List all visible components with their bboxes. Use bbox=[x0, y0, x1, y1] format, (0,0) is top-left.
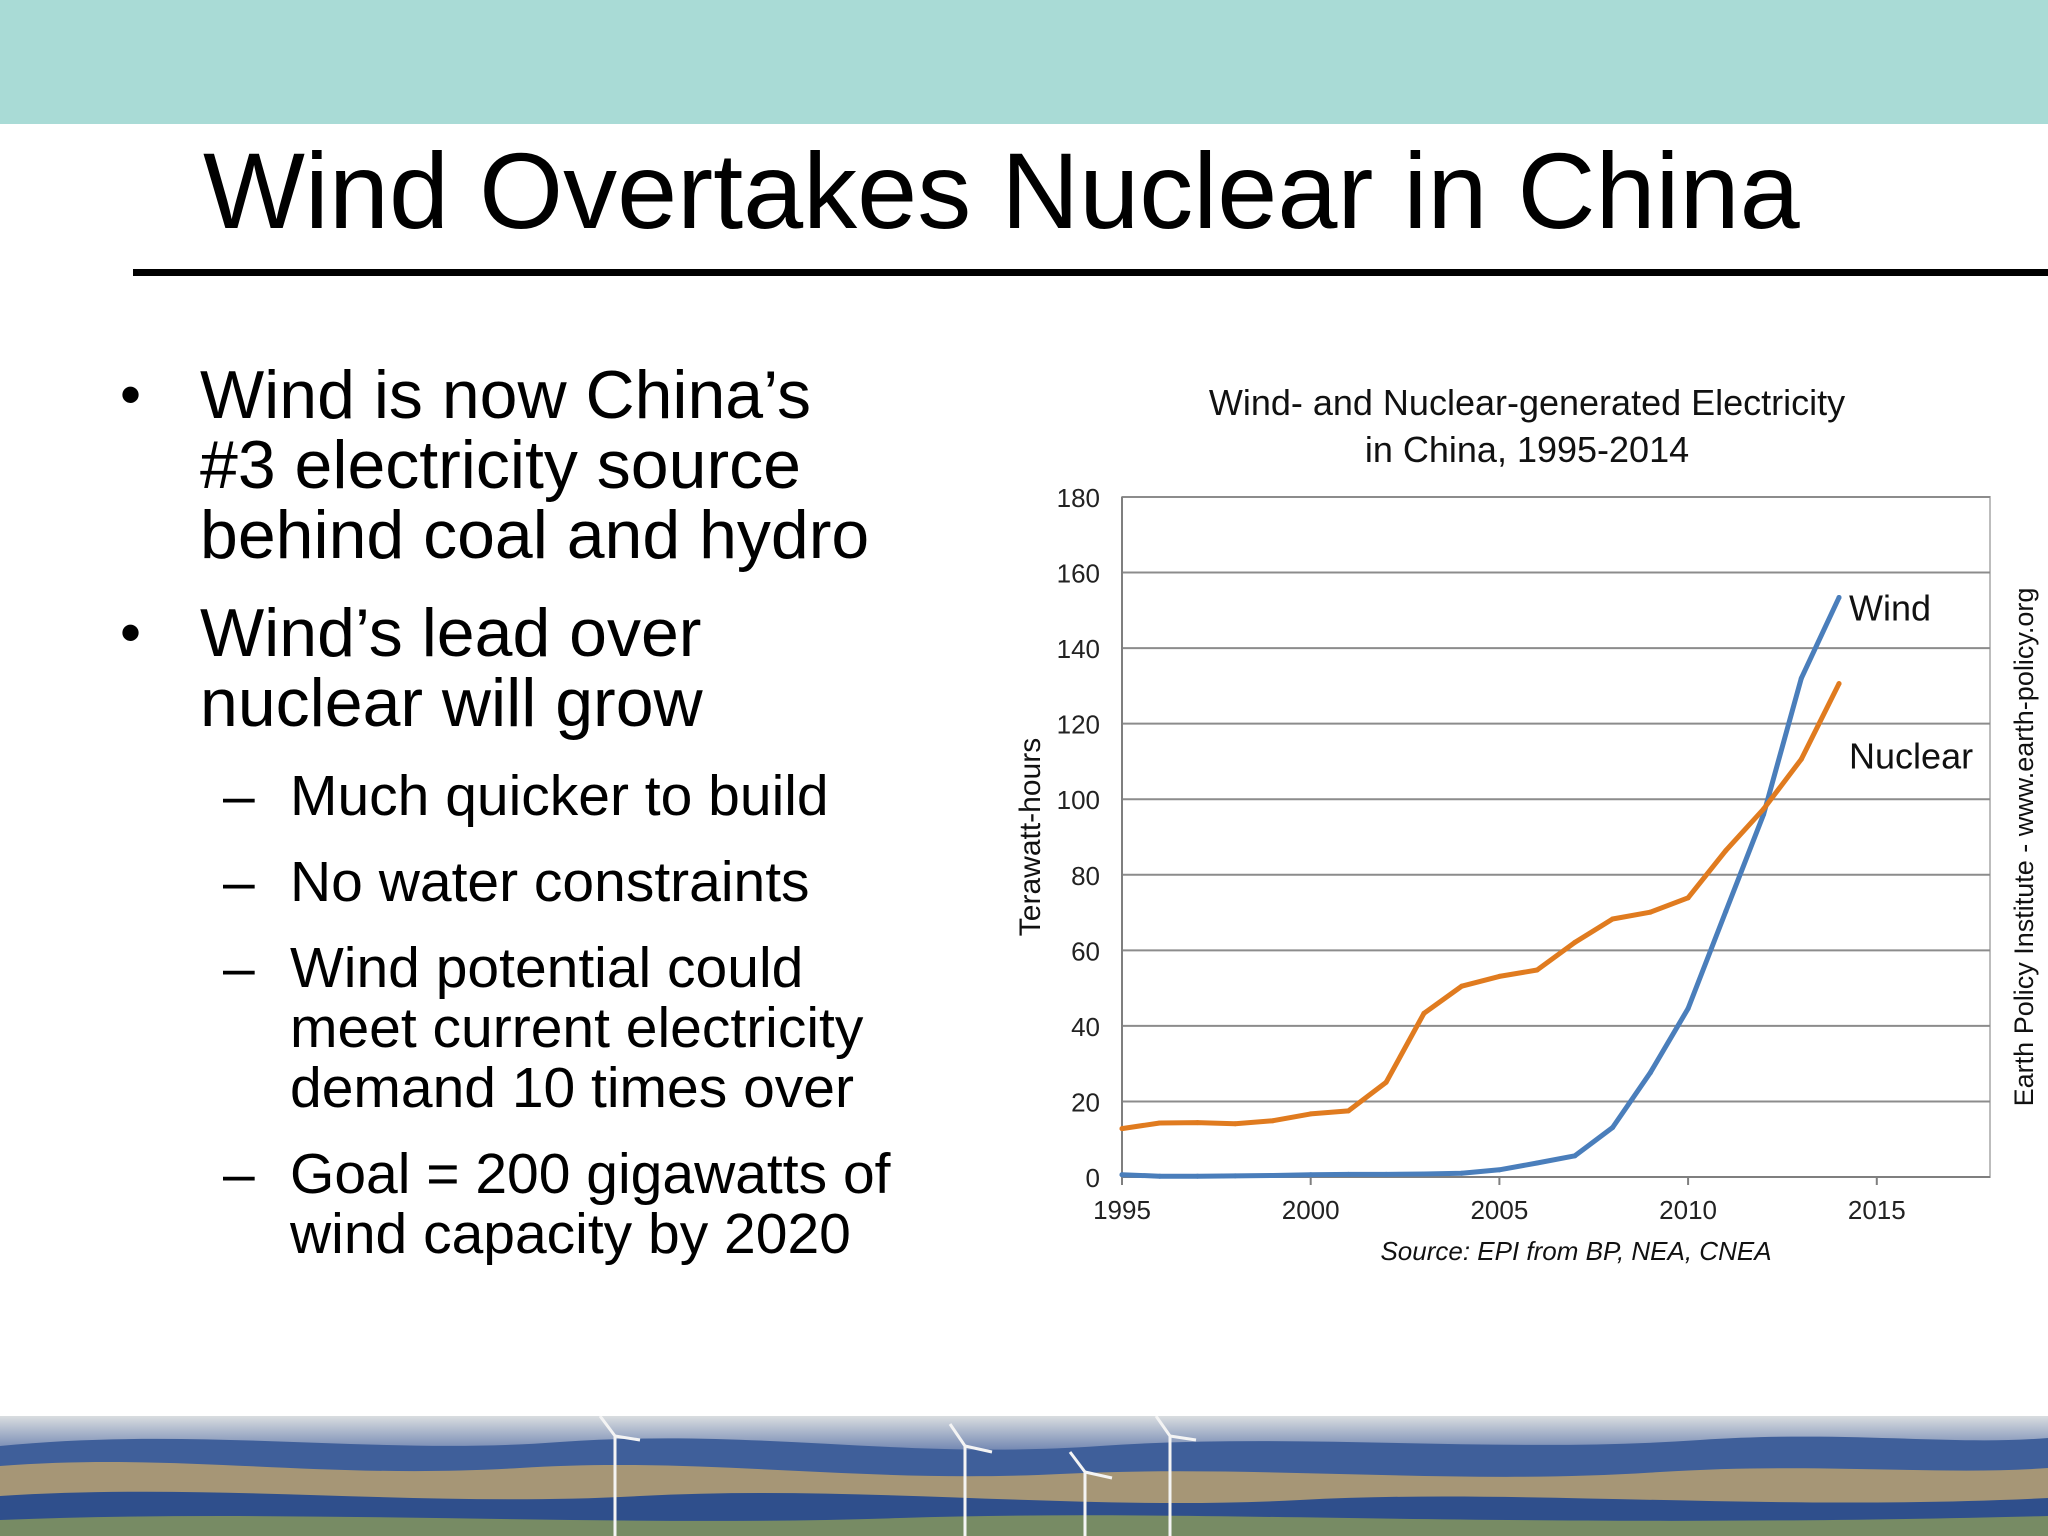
series-line-wind bbox=[1119, 595, 1842, 1179]
bullet-line: behind coal and hydro bbox=[200, 497, 870, 573]
data-point-wind bbox=[1345, 1171, 1351, 1177]
y-tick-label: 20 bbox=[1071, 1087, 1100, 1117]
y-tick-label: 40 bbox=[1071, 1012, 1100, 1042]
sub-bullet-line: Goal = 200 gigawatts of bbox=[290, 1142, 891, 1206]
data-point-nuclear bbox=[1308, 1111, 1314, 1117]
bullet-line: Wind’s lead over bbox=[200, 595, 702, 671]
sub-bullet-line: Wind potential could bbox=[290, 936, 804, 1000]
chart-source: Source: EPI from BP, NEA, CNEA bbox=[1380, 1236, 1771, 1266]
landscape-svg bbox=[0, 1416, 2048, 1536]
data-point-wind bbox=[1383, 1171, 1389, 1177]
chart-svg: Wind- and Nuclear-generated Electricity i… bbox=[1014, 382, 2039, 1266]
chart-title: Wind- and Nuclear-generated Electricity bbox=[1209, 382, 1845, 423]
slide-title: Wind Overtakes Nuclear in China bbox=[203, 130, 1800, 251]
data-point-nuclear bbox=[1723, 848, 1729, 854]
data-point-nuclear bbox=[1836, 681, 1842, 687]
bullet-line: #3 electricity source bbox=[200, 427, 801, 503]
sub-bullet-line: Much quicker to build bbox=[290, 764, 829, 828]
data-point-nuclear bbox=[1572, 939, 1578, 945]
wind-farm-landscape-image bbox=[0, 1416, 2048, 1536]
series-label-wind: Wind bbox=[1849, 587, 1931, 628]
data-point-wind bbox=[1157, 1173, 1163, 1179]
y-tick-label: 0 bbox=[1086, 1163, 1100, 1193]
data-point-wind bbox=[1798, 675, 1804, 681]
data-point-nuclear bbox=[1685, 895, 1691, 901]
data-point-wind bbox=[1496, 1167, 1502, 1173]
y-axis-label: Terawatt-hours bbox=[1014, 738, 1047, 936]
data-point-wind bbox=[1119, 1172, 1125, 1178]
data-point-wind bbox=[1194, 1173, 1200, 1179]
sub-bullet-dash: – bbox=[223, 850, 255, 914]
bullet-line: Wind is now China’s bbox=[200, 357, 812, 433]
series-line-nuclear bbox=[1119, 681, 1842, 1132]
data-point-nuclear bbox=[1647, 909, 1653, 915]
sub-bullet-dash: – bbox=[223, 1142, 255, 1206]
x-tick-label: 1995 bbox=[1093, 1195, 1151, 1225]
data-point-nuclear bbox=[1459, 983, 1465, 989]
data-point-wind bbox=[1836, 594, 1842, 600]
sub-bullet-line: wind capacity by 2020 bbox=[290, 1202, 851, 1266]
data-point-nuclear bbox=[1157, 1120, 1163, 1126]
title-rule bbox=[133, 269, 2048, 276]
bullet-item: • Wind’s lead over nuclear will grow bbox=[120, 598, 980, 738]
data-point-wind bbox=[1270, 1172, 1276, 1178]
y-tick-label: 120 bbox=[1057, 710, 1100, 740]
data-point-nuclear bbox=[1761, 806, 1767, 812]
x-tick-label: 2000 bbox=[1282, 1195, 1340, 1225]
x-tick-label: 2005 bbox=[1470, 1195, 1528, 1225]
data-point-nuclear bbox=[1194, 1120, 1200, 1126]
y-tick-label: 140 bbox=[1057, 634, 1100, 664]
sub-bullet-dash: – bbox=[223, 764, 255, 828]
data-point-nuclear bbox=[1534, 967, 1540, 973]
data-point-nuclear bbox=[1496, 973, 1502, 979]
data-point-wind bbox=[1723, 908, 1729, 914]
bullet-line: nuclear will grow bbox=[200, 665, 703, 741]
bullet-dot: • bbox=[120, 599, 142, 666]
data-point-wind bbox=[1308, 1172, 1314, 1178]
sub-bullet-item: – Wind potential could meet current elec… bbox=[120, 938, 980, 1118]
sub-bullet-item: – No water constraints bbox=[120, 852, 980, 912]
data-point-nuclear bbox=[1798, 756, 1804, 762]
data-point-wind bbox=[1685, 1006, 1691, 1012]
data-point-nuclear bbox=[1119, 1126, 1125, 1132]
data-point-wind bbox=[1647, 1070, 1653, 1076]
data-point-nuclear bbox=[1610, 916, 1616, 922]
y-tick-label: 80 bbox=[1071, 861, 1100, 891]
data-point-nuclear bbox=[1383, 1079, 1389, 1085]
sub-bullet-item: – Much quicker to build bbox=[120, 766, 980, 826]
sub-bullet-dash: – bbox=[223, 936, 255, 1000]
x-tick-label: 2015 bbox=[1848, 1195, 1906, 1225]
data-point-wind bbox=[1572, 1153, 1578, 1159]
x-tick-label: 2010 bbox=[1659, 1195, 1717, 1225]
bullet-item: • Wind is now China’s #3 electricity sou… bbox=[120, 360, 980, 570]
sub-bullet-line: No water constraints bbox=[290, 850, 810, 914]
top-banner bbox=[0, 0, 2048, 124]
bullet-list: • Wind is now China’s #3 electricity sou… bbox=[120, 360, 980, 1264]
data-point-wind bbox=[1232, 1173, 1238, 1179]
data-point-nuclear bbox=[1345, 1108, 1351, 1114]
sub-bullet-item: – Goal = 200 gigawatts of wind capacity … bbox=[120, 1144, 980, 1264]
sub-bullet-line: demand 10 times over bbox=[290, 1056, 854, 1120]
data-point-nuclear bbox=[1232, 1121, 1238, 1127]
data-point-wind bbox=[1421, 1171, 1427, 1177]
chart-title: in China, 1995-2014 bbox=[1365, 429, 1689, 470]
bullet-dot: • bbox=[120, 361, 142, 428]
sub-bullet-line: meet current electricity bbox=[290, 996, 864, 1060]
series-label-nuclear: Nuclear bbox=[1849, 736, 1973, 777]
y-tick-label: 160 bbox=[1057, 559, 1100, 589]
y-tick-label: 180 bbox=[1057, 483, 1100, 513]
data-point-wind bbox=[1534, 1160, 1540, 1166]
data-point-nuclear bbox=[1270, 1118, 1276, 1124]
y-tick-label: 100 bbox=[1057, 785, 1100, 815]
data-point-nuclear bbox=[1421, 1010, 1427, 1016]
data-point-wind bbox=[1610, 1125, 1616, 1131]
data-point-wind bbox=[1459, 1170, 1465, 1176]
chart-credit: Earth Policy Institute - www.earth-polic… bbox=[2009, 588, 2039, 1107]
line-chart: Wind- and Nuclear-generated Electricity i… bbox=[1000, 380, 2048, 1280]
y-tick-label: 60 bbox=[1071, 936, 1100, 966]
